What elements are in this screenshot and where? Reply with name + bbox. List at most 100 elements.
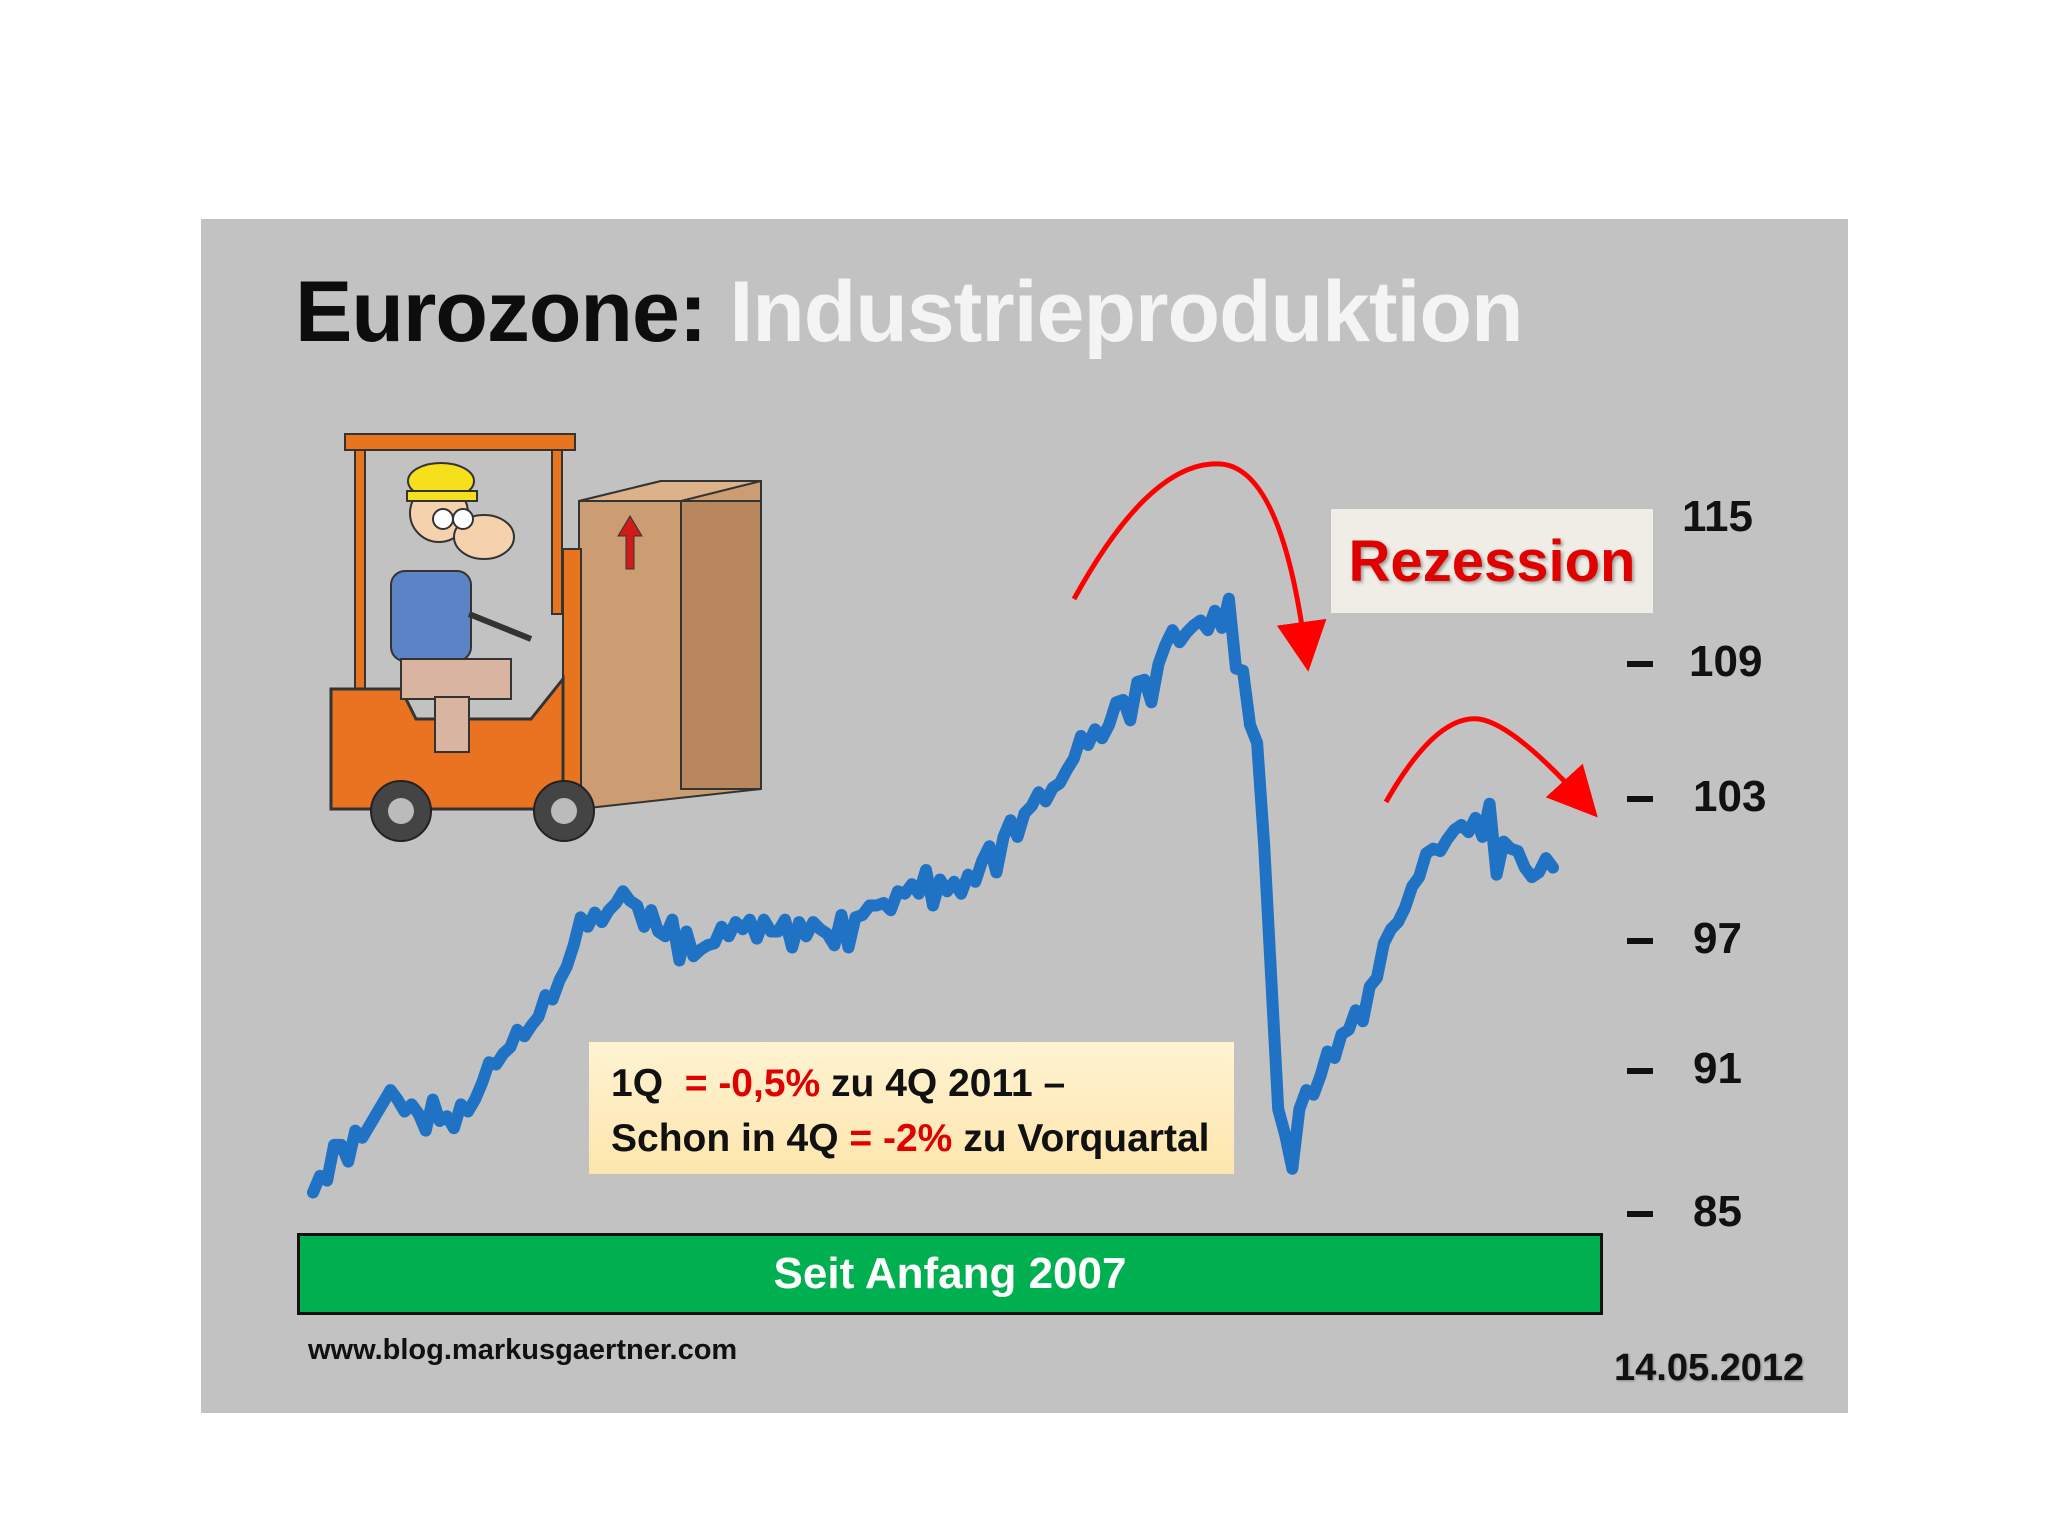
data-point	[1333, 1057, 1336, 1059]
y-tick-mark	[1627, 796, 1653, 802]
data-point	[727, 935, 730, 938]
note-1q-text: zu 4Q 2011 –	[831, 1062, 1066, 1105]
data-point	[312, 1191, 314, 1194]
data-point	[1235, 667, 1237, 670]
data-point	[565, 966, 568, 968]
recession-callout: Rezession	[1331, 509, 1653, 613]
data-point	[1425, 852, 1428, 855]
data-point	[615, 902, 617, 905]
data-point	[1178, 641, 1181, 644]
data-point	[1502, 840, 1505, 843]
data-point	[1347, 1028, 1350, 1031]
data-point	[953, 880, 956, 883]
data-point	[1361, 1020, 1364, 1023]
data-point	[410, 1103, 413, 1106]
data-point	[481, 1081, 484, 1084]
data-point	[1488, 802, 1491, 805]
data-point	[1242, 669, 1244, 672]
forklift-worker-icon	[329, 433, 762, 842]
data-point	[1023, 812, 1026, 815]
data-point	[1185, 631, 1188, 634]
data-point	[657, 930, 660, 933]
data-point	[1453, 828, 1456, 831]
data-point	[1037, 791, 1040, 794]
data-point	[1213, 609, 1216, 612]
data-point	[1256, 741, 1259, 744]
data-point	[516, 1028, 519, 1031]
data-point	[1284, 1134, 1287, 1137]
data-point	[544, 994, 547, 997]
note-4q-value: = -2%	[849, 1117, 953, 1160]
data-point	[1375, 976, 1378, 979]
data-point	[389, 1089, 392, 1092]
data-point	[1072, 757, 1075, 760]
data-point	[1080, 735, 1082, 737]
data-point	[995, 871, 998, 874]
y-tick-label: 103	[1693, 772, 1767, 821]
data-point	[1312, 1093, 1315, 1096]
data-point	[326, 1179, 329, 1182]
data-point	[558, 979, 561, 981]
data-point	[1030, 805, 1033, 808]
note-1q-label: 1Q	[611, 1062, 664, 1105]
data-point	[826, 932, 829, 935]
data-point	[988, 845, 991, 848]
data-point	[600, 921, 603, 924]
data-point	[1150, 701, 1153, 704]
data-point	[1495, 873, 1498, 876]
data-point	[1446, 838, 1449, 841]
data-point	[593, 911, 596, 914]
data-point	[629, 899, 631, 902]
y-tick-label: 97	[1693, 914, 1742, 963]
data-point	[438, 1120, 441, 1122]
data-point	[671, 918, 674, 921]
data-point	[1481, 835, 1484, 838]
data-point	[1058, 782, 1061, 785]
data-point	[1065, 768, 1068, 771]
data-point	[1122, 699, 1125, 701]
data-point	[1319, 1074, 1322, 1077]
data-point	[1397, 921, 1399, 924]
data-point	[445, 1115, 448, 1118]
data-point	[1094, 728, 1096, 731]
slide-background: Eurozone: Industrieproduktion 85 91 97 103 1…	[201, 219, 1848, 1413]
data-point	[319, 1174, 321, 1177]
data-point	[530, 1024, 533, 1027]
data-point	[1002, 835, 1005, 838]
data-point	[784, 918, 786, 921]
data-point	[1143, 678, 1146, 681]
data-point	[847, 946, 850, 949]
data-point	[572, 944, 575, 947]
source-url: www.blog.markusgaertner.com	[308, 1334, 738, 1366]
data-point	[382, 1101, 385, 1103]
data-point	[1340, 1033, 1343, 1036]
data-point	[354, 1129, 357, 1132]
data-point	[1432, 847, 1435, 850]
data-point	[882, 902, 885, 905]
data-point	[502, 1052, 505, 1055]
data-point	[798, 921, 801, 924]
data-point	[1263, 843, 1266, 845]
data-point	[1305, 1089, 1308, 1092]
data-point	[960, 892, 963, 895]
title-topic: Industrieproduktion	[729, 264, 1523, 360]
data-point	[403, 1110, 406, 1113]
data-point	[1101, 737, 1104, 740]
data-point	[1164, 643, 1167, 646]
y-tick-label: 115	[1682, 492, 1753, 541]
recession-label: Rezession	[1348, 528, 1636, 594]
data-point	[1552, 866, 1554, 869]
data-point	[713, 942, 716, 945]
chart-area	[307, 433, 1598, 1199]
data-point	[896, 890, 899, 893]
data-point	[755, 937, 758, 940]
data-point	[932, 904, 934, 907]
data-point	[1390, 928, 1392, 931]
period-label: Seit Anfang 2007	[773, 1249, 1127, 1298]
data-point	[1368, 985, 1371, 988]
data-point	[1157, 663, 1160, 665]
data-point	[607, 909, 610, 912]
data-point	[1516, 850, 1519, 853]
data-point	[910, 883, 913, 886]
data-point	[1467, 831, 1470, 834]
